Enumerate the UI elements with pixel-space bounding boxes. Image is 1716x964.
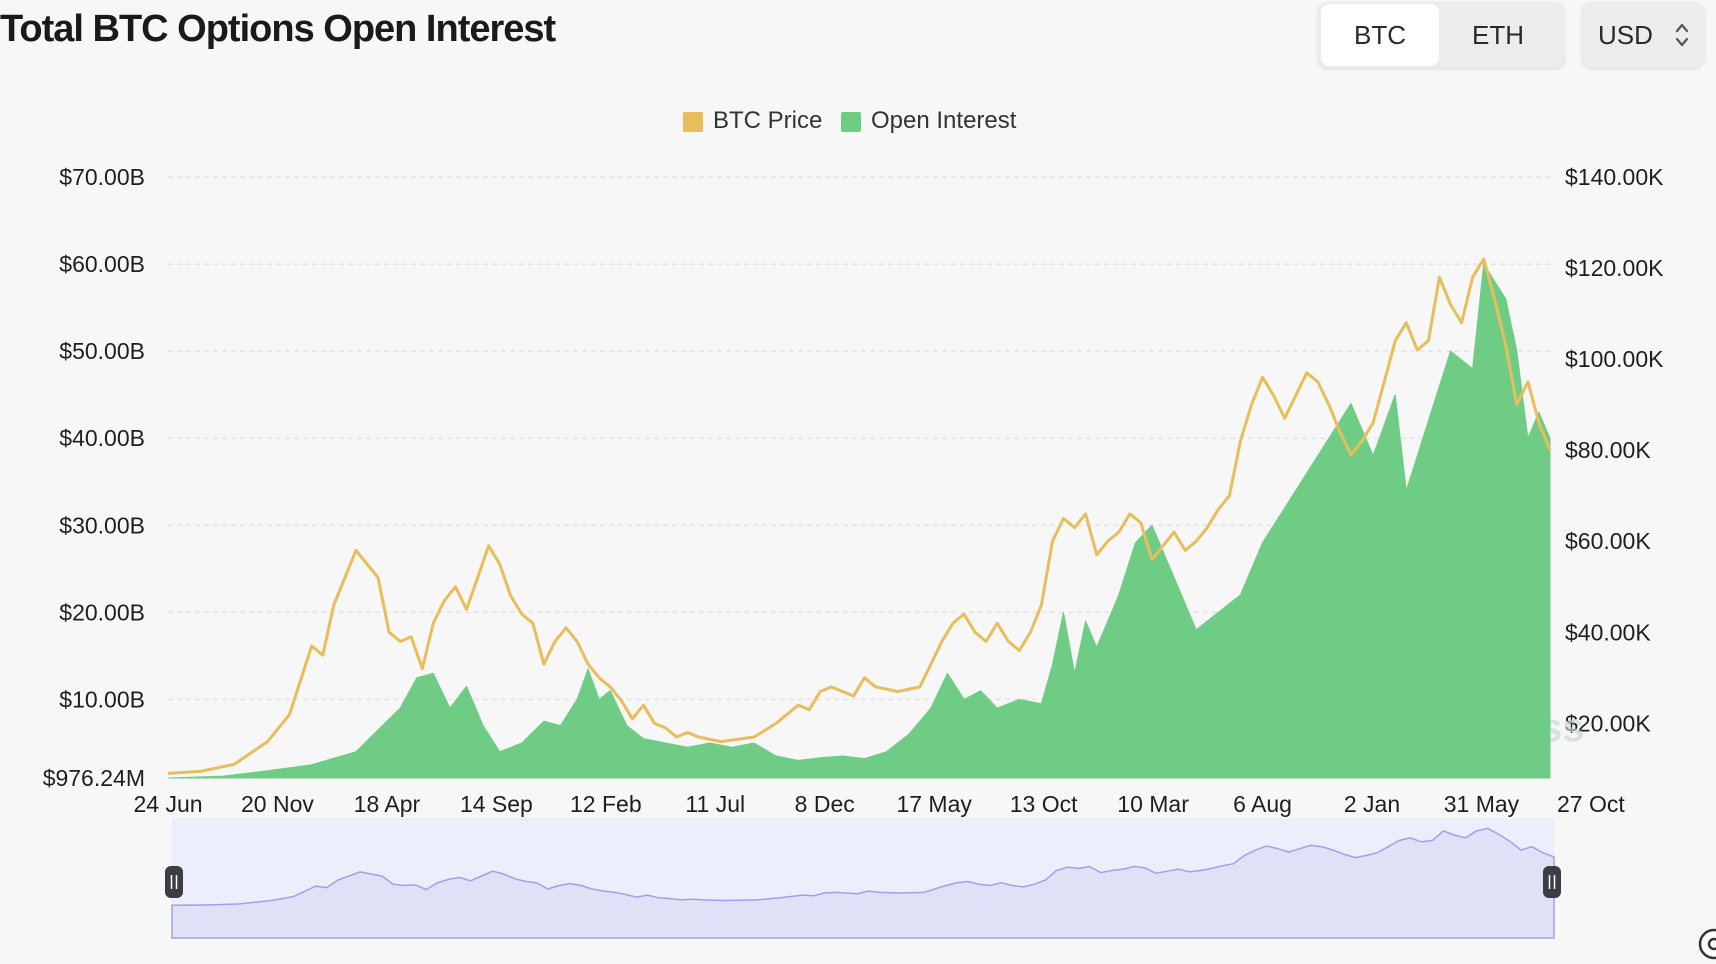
- x-tick-label: 6 Aug: [1233, 791, 1292, 817]
- asset-btc-button[interactable]: BTC: [1321, 4, 1439, 66]
- y-left-tick-label: $20.00B: [59, 599, 145, 625]
- x-tick-label: 8 Dec: [795, 791, 855, 817]
- y-left-tick-label: $30.00B: [59, 512, 145, 538]
- navigator-left-handle-grip: [165, 866, 183, 898]
- settings-gear-icon[interactable]: [1680, 920, 1716, 964]
- page-title: Total BTC Options Open Interest: [0, 8, 556, 50]
- x-tick-label: 10 Mar: [1117, 791, 1189, 817]
- y-left-tick-label: $70.00B: [59, 164, 145, 190]
- asset-toggle: BTC ETH: [1318, 2, 1565, 68]
- legend-swatch-open-interest: [841, 112, 861, 132]
- x-tick-label: 11 Jul: [685, 791, 745, 817]
- y-right-tick-label: $140.00K: [1565, 164, 1664, 190]
- currency-select[interactable]: USD: [1582, 2, 1704, 68]
- x-tick-label: 27 Oct: [1557, 791, 1625, 817]
- legend-label-open-interest: Open Interest: [871, 107, 1017, 134]
- series-btc-price-line: [167, 257, 1552, 775]
- x-tick-label: 31 May: [1444, 791, 1520, 817]
- series-open-interest-area: [167, 262, 1551, 779]
- asset-eth-button[interactable]: ETH: [1472, 20, 1524, 50]
- y-left-tick-label: $50.00B: [59, 338, 145, 364]
- y-right-tick-label: $120.00K: [1565, 255, 1664, 281]
- navigator-series-area: [171, 827, 1555, 939]
- y-left-tick-label: $976.24M: [43, 765, 145, 791]
- navigator-right-handle-grip: [1543, 866, 1561, 898]
- x-tick-label: 12 Feb: [570, 791, 642, 817]
- y-right-tick-label: $80.00K: [1565, 437, 1651, 463]
- x-tick-label: 24 Jun: [133, 791, 202, 817]
- x-tick-label: 18 Apr: [354, 791, 421, 817]
- y-left-tick-label: $40.00B: [59, 425, 145, 451]
- sort-arrows-icon: [1675, 23, 1689, 47]
- y-right-tick-label: $60.00K: [1565, 528, 1651, 554]
- x-tick-label: 20 Nov: [241, 791, 314, 817]
- x-tick-label: 13 Oct: [1010, 791, 1078, 817]
- x-tick-label: 17 May: [896, 791, 972, 817]
- y-right-tick-label: $20.00K: [1565, 710, 1651, 736]
- y-left-tick-label: $60.00B: [59, 251, 145, 277]
- x-tick-label: 14 Sep: [460, 791, 533, 817]
- legend-label-btc-price: BTC Price: [713, 107, 823, 134]
- x-tick-label: 2 Jan: [1344, 791, 1400, 817]
- navigator-right-handle[interactable]: [1543, 866, 1561, 898]
- y-right-tick-label: $40.00K: [1565, 619, 1651, 645]
- navigator-left-handle[interactable]: [165, 866, 183, 898]
- currency-value: USD: [1598, 20, 1653, 50]
- y-left-tick-label: $10.00B: [59, 686, 145, 712]
- legend-swatch-btc-price: [683, 112, 703, 132]
- y-right-tick-label: $100.00K: [1565, 346, 1664, 372]
